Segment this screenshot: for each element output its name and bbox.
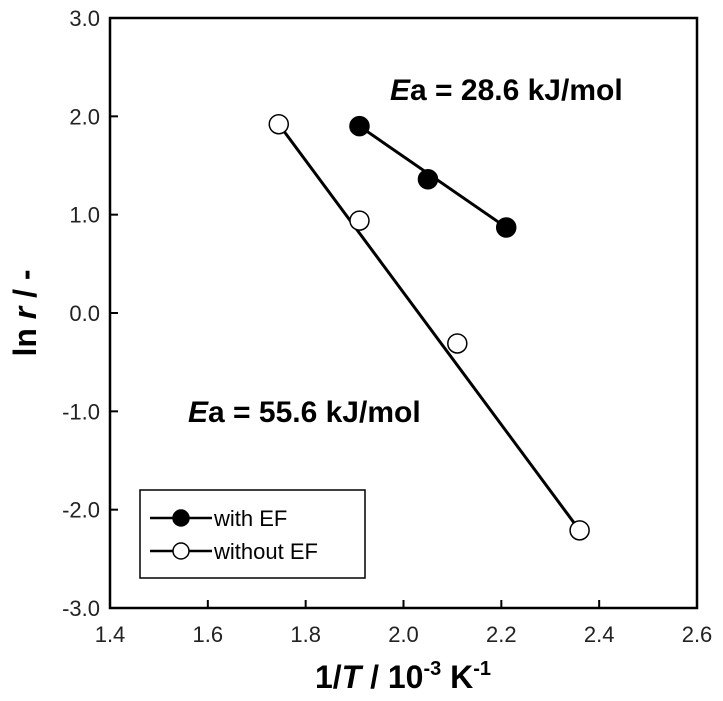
annotation-without-ef: Ea = 55.6 kJ/mol	[188, 396, 421, 429]
y-tick-label: -3.0	[62, 596, 100, 621]
y-tick-label: 1.0	[69, 203, 100, 228]
legend-marker-with-ef	[172, 509, 190, 527]
y-tick-label: 0.0	[69, 301, 100, 326]
data-point-without-ef	[268, 113, 290, 135]
data-point-without-ef	[349, 210, 370, 231]
x-tick-label: 2.6	[682, 622, 713, 647]
x-tick-label: 1.6	[193, 622, 224, 647]
legend-label-with-ef: with EF	[213, 506, 287, 531]
legend-marker-without-ef	[172, 542, 190, 560]
legend-box	[139, 489, 366, 579]
tick-group: 1.4 1.6 1.8 2.0 2.2 2.4 2.6 3.0 2.0 1.0 0.0 -1.0 -2.…	[62, 6, 712, 647]
data-point-without-ef	[447, 333, 468, 354]
x-tick-label: 2.4	[584, 622, 615, 647]
y-tick-label: -2.0	[62, 498, 100, 523]
x-tick-label: 1.4	[95, 622, 126, 647]
data-point-with-ef	[349, 115, 370, 137]
data-point-with-ef	[495, 217, 517, 238]
x-axis-title: 1/T / 10-3 K-1	[315, 658, 491, 695]
y-tick-label: -1.0	[62, 399, 100, 424]
x-tick-label: 1.8	[290, 622, 321, 647]
x-tick-label: 2.2	[486, 622, 517, 647]
legend: with EF without EF	[139, 489, 366, 579]
y-tick-label: 3.0	[69, 6, 100, 31]
x-tick-label: 2.0	[388, 622, 419, 647]
legend-label-without-ef: without EF	[213, 539, 318, 564]
data-point-with-ef	[417, 169, 439, 190]
data-point-without-ef	[569, 520, 590, 541]
y-tick-label: 2.0	[69, 104, 100, 129]
annotation-with-ef: Ea = 28.6 kJ/mol	[390, 74, 623, 107]
data-points	[268, 113, 590, 541]
fit-line-without-ef	[277, 123, 581, 532]
y-axis-title: ln r / -	[7, 269, 43, 356]
